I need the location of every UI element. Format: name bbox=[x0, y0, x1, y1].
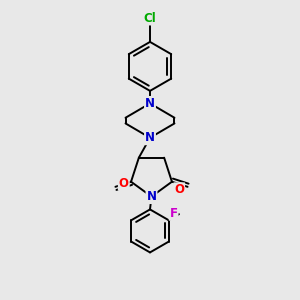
Text: Cl: Cl bbox=[144, 11, 156, 25]
Text: F: F bbox=[169, 207, 178, 220]
Text: N: N bbox=[145, 97, 155, 110]
Text: N: N bbox=[145, 131, 155, 144]
Text: N: N bbox=[146, 190, 157, 203]
Text: O: O bbox=[119, 177, 129, 190]
Text: O: O bbox=[174, 183, 184, 196]
